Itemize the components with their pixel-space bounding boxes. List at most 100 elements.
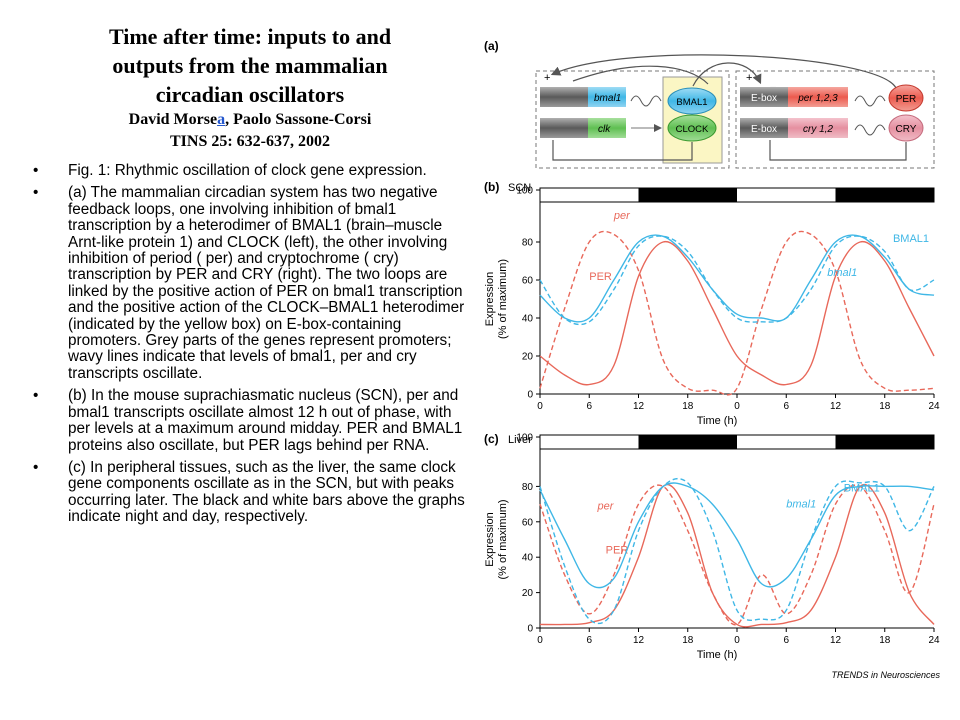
ebox-promoter-1 xyxy=(740,87,788,107)
tissue-label: Liver xyxy=(508,434,532,446)
x-tick-label: 18 xyxy=(682,401,694,412)
series-label: bmal1 xyxy=(827,267,857,279)
x-tick-label: 12 xyxy=(830,401,842,412)
ebox-label-1: E-box xyxy=(751,93,777,104)
x-tick-label: 12 xyxy=(633,401,645,412)
y-tick-label: 60 xyxy=(522,276,534,287)
x-tick-label: 0 xyxy=(734,401,740,412)
night-bar xyxy=(638,188,737,202)
x-tick-label: 12 xyxy=(830,635,842,646)
x-tick-label: 6 xyxy=(586,401,592,412)
affiliation-link[interactable]: a xyxy=(217,111,226,128)
clk-gene xyxy=(588,118,626,138)
panel-a-label: (a) xyxy=(484,39,499,53)
x-tick-label: 24 xyxy=(928,401,940,412)
heterodimer-to-ebox-arrow xyxy=(692,62,762,87)
plus-right: + xyxy=(746,72,752,84)
tissue-label: SCN xyxy=(508,182,531,194)
bmal1-protein xyxy=(667,87,717,115)
series-line-per-mrna xyxy=(539,230,935,396)
series-line-bmal1-mrna xyxy=(539,477,935,625)
clock-feedback-line xyxy=(552,140,693,161)
bmal1-gene xyxy=(588,87,626,107)
title-line-3: circadian oscillators xyxy=(155,82,345,107)
x-axis-label: Time (h) xyxy=(697,415,738,427)
per-gene xyxy=(788,87,848,107)
series-label: per xyxy=(613,210,631,222)
ebox-label-2: E-box xyxy=(751,124,777,135)
journal-credit: TRENDS in Neurosciences xyxy=(831,670,940,680)
x-tick-label: 24 xyxy=(928,635,940,646)
journal-reference: TINS 25: 632-637, 2002 xyxy=(169,133,330,150)
series-label: BMAL1 xyxy=(893,233,929,245)
bullet-text: Fig. 1: Rhythmic oscillation of clock ge… xyxy=(68,162,427,179)
y-tick-label: 40 xyxy=(522,553,534,564)
x-tick-label: 0 xyxy=(537,635,543,646)
per-to-bmal1-arrow xyxy=(550,54,897,89)
bullet-text: (a) The mammalian circadian system has t… xyxy=(68,184,465,382)
cry-feedback-line xyxy=(769,140,907,161)
y-tick-label: 100 xyxy=(516,186,533,197)
y-tick-label: 40 xyxy=(522,314,534,325)
x-tick-label: 6 xyxy=(783,635,789,646)
night-bar xyxy=(638,435,737,449)
x-axis-label: Time (h) xyxy=(697,649,738,661)
authors: David Morsea, Paolo Sassone-Corsi xyxy=(60,109,440,131)
y-tick-label: 20 xyxy=(522,588,534,599)
chart-0: (b) SCN 0 20 40 60 80 100 0 6 12 18 0 6 12 18 24 Time (h)… xyxy=(484,180,940,427)
title-line-2: outputs from the mammalian xyxy=(112,53,388,78)
panel-label: (b) xyxy=(484,180,499,194)
figure-svg: (a) + − + − bmal1 clk BMAL1 CLOCK E-box … xyxy=(484,39,940,680)
bullet-item: • (c) In peripheral tissues, such as the … xyxy=(28,458,468,526)
bullet-item: • (b) In the mouse suprachiasmatic nucleu… xyxy=(28,387,468,454)
left-loop-box xyxy=(535,70,730,169)
series-line-per-protein xyxy=(539,240,935,386)
cry-wavy-line xyxy=(854,124,886,136)
bullet-marker: • xyxy=(33,162,39,179)
cry-protein xyxy=(888,114,924,142)
per-wavy-line xyxy=(854,95,886,107)
series-line-bmal1-protein xyxy=(539,234,935,323)
series-line-bmal1-mrna xyxy=(539,235,935,326)
y-tick-label: 100 xyxy=(516,433,533,444)
title-block: Time after time: inputs to and outputs f… xyxy=(60,22,440,153)
y-tick-label: 0 xyxy=(527,390,533,401)
x-tick-label: 0 xyxy=(734,635,740,646)
x-tick-label: 18 xyxy=(879,635,891,646)
y-tick-label: 20 xyxy=(522,352,534,363)
series-label: PER xyxy=(589,271,612,283)
clock-protein xyxy=(667,114,717,142)
y-axis-label-units: (% of maximum) xyxy=(497,259,509,339)
x-tick-label: 12 xyxy=(633,635,645,646)
per-protein-label: PER xyxy=(896,94,917,105)
x-tick-label: 18 xyxy=(879,401,891,412)
bullet-item: • Fig. 1: Rhythmic oscillation of clock g… xyxy=(28,162,468,179)
bmal1-promoter xyxy=(540,87,588,107)
bmal1-wavy-line xyxy=(630,95,662,107)
night-bar xyxy=(835,188,934,202)
ebox-promoter-2 xyxy=(740,118,788,138)
bullet-marker: • xyxy=(33,387,39,405)
series-label: PER xyxy=(606,545,629,557)
caption-bullets: • Fig. 1: Rhythmic oscillation of clock g… xyxy=(28,162,468,532)
series-label: per xyxy=(596,500,614,512)
author-rest: , Paolo Sassone-Corsi xyxy=(225,111,372,128)
chart-1: (c) Liver 0 20 40 60 80 100 0 6 12 18 0 6 12 18 24 Time (… xyxy=(484,432,940,661)
panel-label: (c) xyxy=(484,432,499,446)
bullet-text: (b) In the mouse suprachiasmatic nucleus… xyxy=(68,387,463,454)
series-label: bmal1 xyxy=(786,499,816,511)
author-first: David Morse xyxy=(128,111,218,128)
y-axis-label: Expression xyxy=(484,512,496,566)
x-tick-label: 18 xyxy=(682,635,694,646)
figure-panel: (a) + − + − bmal1 clk BMAL1 CLOCK E-box … xyxy=(478,36,948,686)
series-label: BMAL1 xyxy=(844,483,880,495)
x-tick-label: 6 xyxy=(586,635,592,646)
bullet-item: • (a) The mammalian circadian system has … xyxy=(28,184,468,382)
clk-promoter xyxy=(540,118,588,138)
per-gene-label: per 1,2,3 xyxy=(797,93,838,104)
y-axis-label-units: (% of maximum) xyxy=(497,499,509,579)
per-protein xyxy=(888,84,924,112)
bullet-marker: • xyxy=(33,458,39,476)
series-line-per-mrna xyxy=(539,484,935,626)
